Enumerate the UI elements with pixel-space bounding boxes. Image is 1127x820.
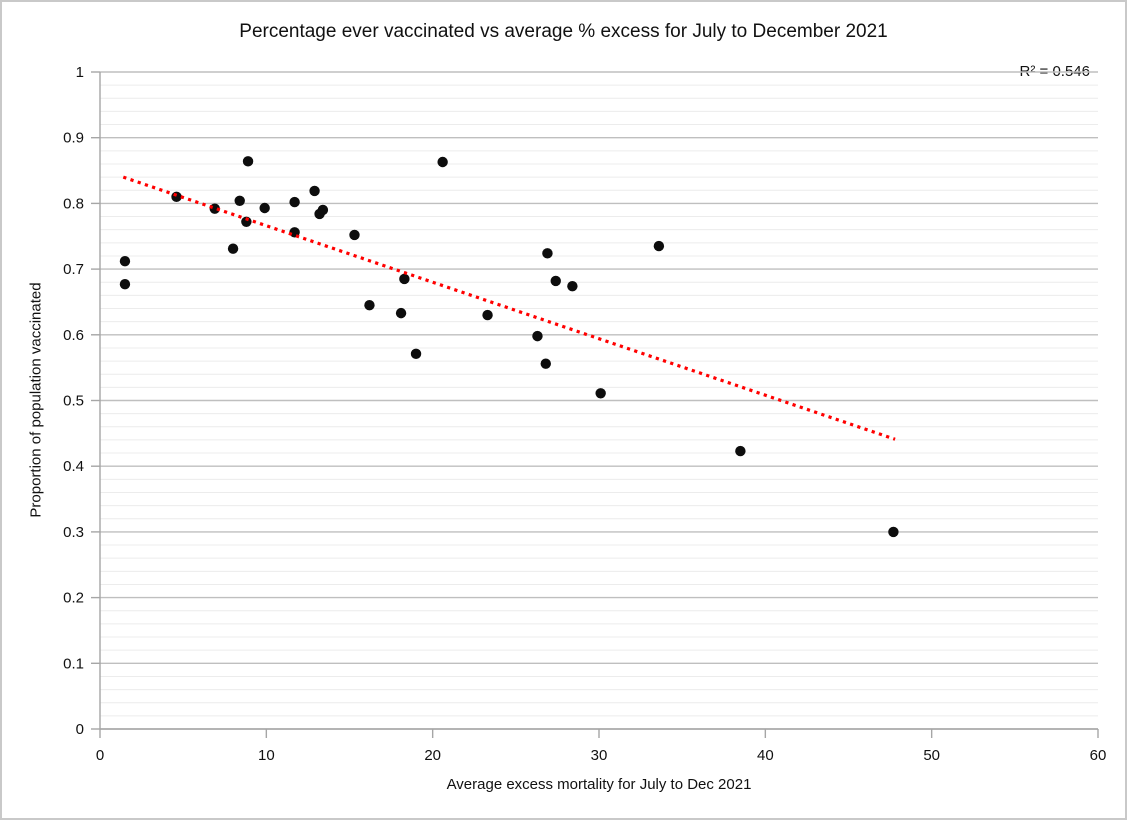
data-point bbox=[395, 307, 407, 319]
data-point bbox=[317, 204, 329, 216]
data-point bbox=[119, 256, 131, 267]
data-point bbox=[888, 526, 899, 538]
y-tick-label: 0.3 bbox=[63, 524, 84, 541]
y-tick-label: 0.8 bbox=[63, 195, 84, 212]
x-tick-label: 20 bbox=[424, 747, 441, 764]
y-tick-label: 0.1 bbox=[63, 655, 84, 672]
data-point bbox=[410, 348, 422, 360]
data-point bbox=[242, 156, 254, 167]
x-tick-label: 0 bbox=[96, 747, 104, 764]
y-tick-label: 0.6 bbox=[63, 327, 84, 344]
data-point bbox=[364, 300, 375, 311]
y-tick-label: 0.2 bbox=[63, 590, 84, 607]
data-point bbox=[289, 196, 300, 208]
x-tick-label: 30 bbox=[591, 747, 608, 764]
data-point bbox=[349, 229, 360, 241]
x-tick-label: 60 bbox=[1090, 747, 1107, 764]
y-tick-label: 0.9 bbox=[63, 130, 84, 147]
y-tick-label: 0.5 bbox=[63, 393, 84, 410]
x-tick-label: 50 bbox=[923, 747, 940, 764]
data-point bbox=[399, 273, 410, 285]
x-tick-label: 40 bbox=[757, 747, 774, 764]
trendline bbox=[122, 175, 896, 441]
data-point bbox=[437, 156, 448, 168]
data-point bbox=[259, 202, 270, 214]
data-point bbox=[567, 280, 578, 292]
y-tick-label: 0.7 bbox=[63, 261, 84, 278]
data-point bbox=[653, 240, 665, 252]
data-point bbox=[309, 185, 320, 197]
data-point bbox=[171, 191, 182, 203]
data-point bbox=[540, 358, 551, 369]
data-point bbox=[482, 309, 493, 321]
data-point bbox=[234, 195, 245, 206]
data-point bbox=[595, 388, 606, 399]
x-axis-title: Average excess mortality for July to Dec… bbox=[446, 776, 752, 793]
y-tick-label: 0 bbox=[76, 721, 84, 738]
data-point bbox=[550, 275, 561, 287]
data-point bbox=[735, 445, 746, 457]
y-tick-label: 0.4 bbox=[63, 458, 84, 475]
y-tick-label: 1 bbox=[76, 64, 84, 81]
x-tick-label: 10 bbox=[258, 747, 275, 764]
data-point bbox=[542, 248, 553, 259]
data-point bbox=[227, 243, 239, 254]
data-point bbox=[532, 330, 543, 342]
data-point bbox=[119, 279, 131, 290]
data-point bbox=[241, 216, 252, 227]
chart-title: Percentage ever vaccinated vs average % … bbox=[239, 21, 888, 42]
